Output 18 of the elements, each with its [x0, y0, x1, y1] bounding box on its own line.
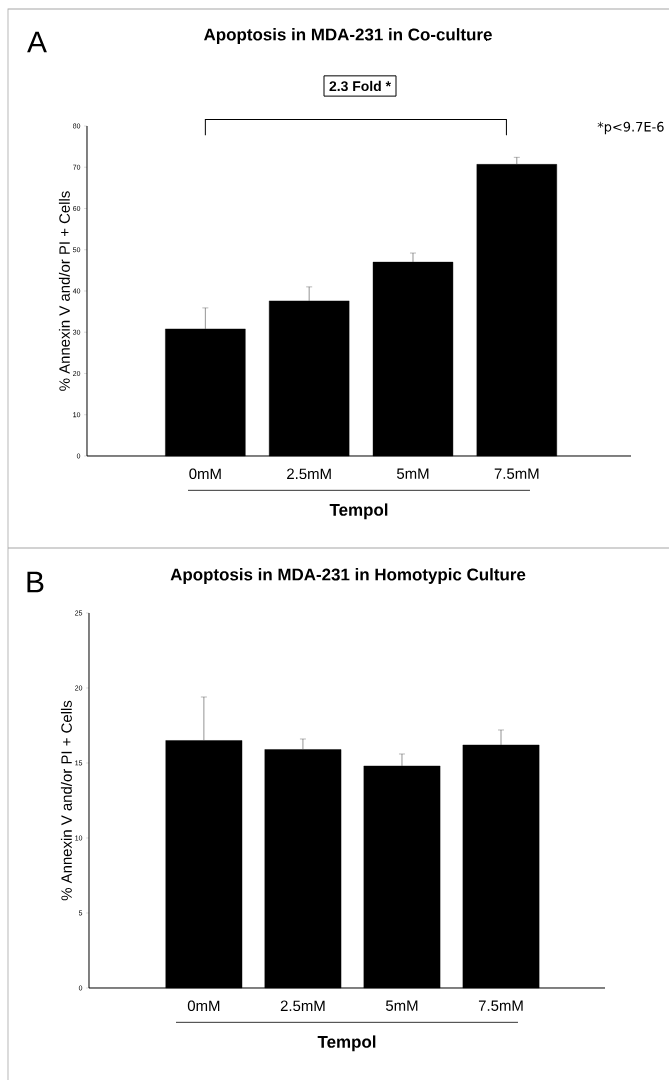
x-axis-title: Tempol — [329, 503, 388, 520]
y-axis-title: % Annexin V and/or PI + Cells — [60, 700, 72, 901]
y-axis-title: % Annexin V and/or PI + Cells — [58, 191, 70, 391]
x-tick-label: 2.5mM — [280, 1000, 325, 1012]
chart-title: Apoptosis in MDA-231 in Homotypic Culture — [170, 568, 526, 584]
x-tick-label: 0mM — [189, 468, 221, 480]
annotation: *p<9.7E-6 — [597, 121, 664, 135]
chart-title: Apoptosis in MDA-231 in Co-culture — [203, 28, 492, 44]
x-tick-label: 7.5mM — [494, 468, 539, 479]
x-tick-label: 5mM — [396, 468, 429, 479]
text: 2.3 Fold * — [329, 80, 391, 92]
x-axis-title: Tempol — [317, 1035, 376, 1052]
text: B — [27, 571, 44, 593]
x-tick-label: 2.5mM — [287, 468, 331, 480]
x-tick-label: 0mM — [187, 1000, 220, 1012]
text: A — [27, 31, 47, 53]
x-tick-label: 7.5mM — [478, 1000, 523, 1011]
x-tick-label: 5mM — [385, 1000, 418, 1011]
